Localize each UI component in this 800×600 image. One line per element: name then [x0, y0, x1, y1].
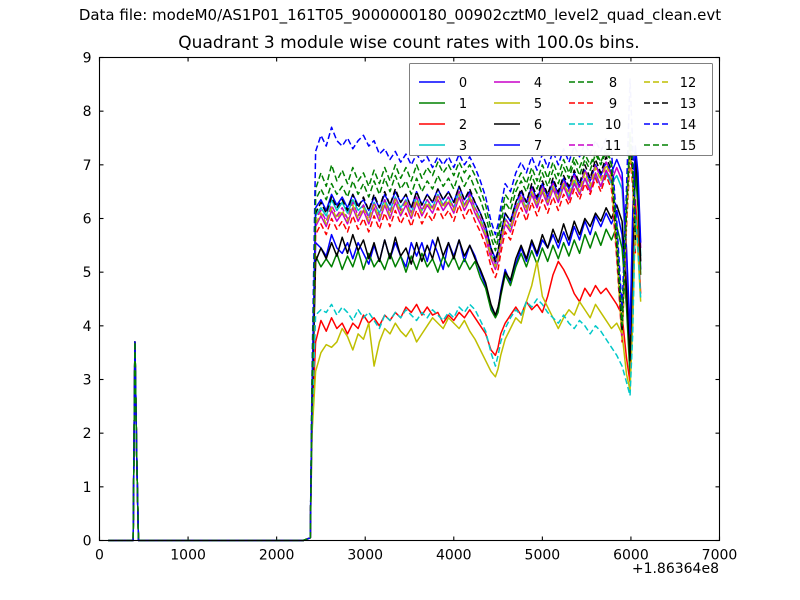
y-tick-label: 8 [83, 104, 92, 120]
legend-label-2: 2 [459, 118, 467, 133]
series-line-6 [108, 153, 642, 542]
x-axis-offset-label: +1.86364e8 [632, 561, 719, 577]
x-tick-label: 4000 [436, 548, 472, 564]
legend-label-14: 14 [680, 118, 697, 133]
legend-label-6: 6 [534, 118, 542, 133]
series-line-14 [108, 78, 637, 542]
legend-label-11: 11 [605, 139, 622, 154]
series-line-10 [108, 212, 642, 542]
data-file-suptitle: Data file: modeM0/AS1P01_161T05_90000001… [78, 6, 722, 24]
legend-label-3: 3 [459, 139, 467, 154]
y-tick-label: 1 [83, 480, 92, 496]
legend-label-1: 1 [459, 97, 467, 112]
series-line-9 [108, 156, 637, 542]
series-line-13 [108, 142, 637, 542]
x-tick-label: 1000 [170, 548, 206, 564]
series-line-12 [108, 150, 637, 542]
y-tick-label: 9 [83, 51, 92, 67]
legend-label-13: 13 [680, 97, 697, 112]
y-tick-label: 6 [83, 212, 92, 228]
y-tick-label: 3 [83, 373, 92, 389]
legend-label-8: 8 [609, 76, 617, 91]
chart-title: Quadrant 3 module wise count rates with … [178, 33, 640, 53]
series-lines-group [108, 78, 642, 542]
x-tick-label: 6000 [613, 548, 649, 564]
x-tick-label: 7000 [702, 548, 738, 564]
legend-label-7: 7 [534, 139, 542, 154]
x-tick-label: 3000 [347, 548, 383, 564]
x-tick-label: 0 [95, 548, 104, 564]
legend-label-12: 12 [680, 76, 697, 91]
series-line-4 [108, 147, 642, 542]
x-tick-label: 5000 [525, 548, 561, 564]
legend-label-0: 0 [459, 76, 467, 91]
legend-label-15: 15 [680, 139, 697, 154]
x-tick-label: 2000 [259, 548, 295, 564]
legend-label-10: 10 [605, 118, 622, 133]
y-tick-label: 5 [83, 265, 92, 281]
y-tick-label: 4 [83, 319, 92, 335]
series-line-8 [108, 131, 637, 542]
legend-label-5: 5 [534, 97, 542, 112]
legend-label-9: 9 [609, 97, 617, 112]
y-tick-label: 7 [83, 158, 92, 174]
series-line-1 [108, 169, 642, 542]
legend-label-4: 4 [534, 76, 542, 91]
y-tick-label: 0 [83, 534, 92, 550]
series-line-11 [108, 147, 637, 542]
axes-frame [98, 56, 721, 542]
y-tick-label: 2 [83, 426, 92, 442]
